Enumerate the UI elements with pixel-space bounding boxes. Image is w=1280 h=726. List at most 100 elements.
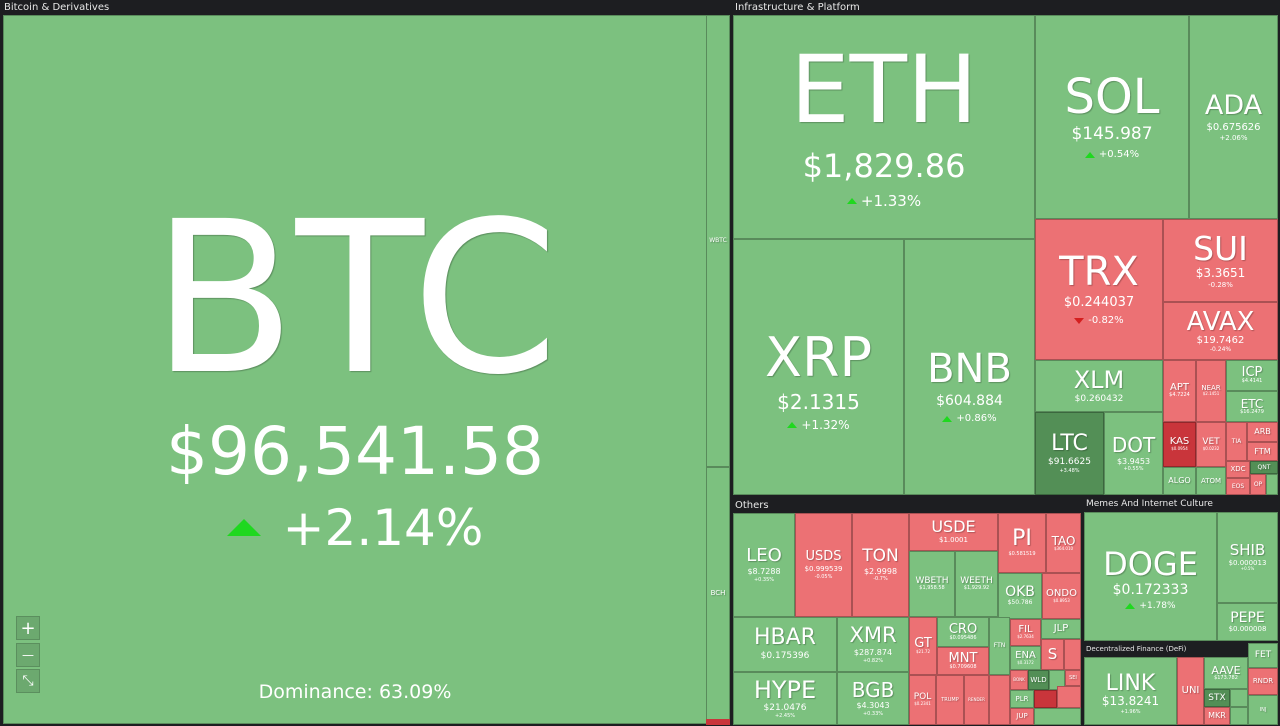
coin-tile-xlm[interactable]: XLM $0.260432 bbox=[1035, 360, 1163, 412]
coin-tile-okb[interactable]: OKB $50.786 bbox=[998, 573, 1042, 619]
zoom-in-button[interactable]: + bbox=[16, 616, 40, 640]
up-arrow-icon bbox=[1125, 603, 1136, 610]
coin-tile-algo[interactable]: ALGO bbox=[1163, 467, 1196, 495]
coin-tile-small[interactable] bbox=[989, 675, 1010, 725]
fit-screen-button[interactable]: ⤡ bbox=[16, 669, 40, 693]
coin-change: -0.82% bbox=[1074, 315, 1124, 327]
coin-price: $3.3651 bbox=[1195, 265, 1246, 280]
coin-tile-eos[interactable]: EOS bbox=[1226, 478, 1250, 495]
coin-tile-icp[interactable]: ICP $4.4141 bbox=[1226, 360, 1278, 391]
coin-tile-op[interactable]: OP bbox=[1250, 474, 1266, 495]
coin-symbol: ETH bbox=[790, 35, 978, 145]
coin-tile-mnt[interactable]: MNT $0.709608 bbox=[937, 647, 989, 675]
coin-tile-trx[interactable]: TRX $0.244037 -0.82% bbox=[1035, 219, 1163, 360]
coin-tile-eth[interactable]: ETH $1,829.86 +1.33% bbox=[733, 15, 1035, 239]
coin-tile-pepe[interactable]: PEPE $0.000008 bbox=[1217, 603, 1278, 641]
coin-symbol: HBAR bbox=[754, 625, 816, 651]
coin-tile-tia[interactable]: TIA bbox=[1226, 422, 1247, 461]
btc-tile[interactable]: BTC $96,541.58 +2.14% Dominance: 63.09% bbox=[3, 15, 707, 724]
coin-tile-small[interactable] bbox=[1266, 474, 1278, 495]
coin-tile-etc[interactable]: ETC $16.2479 bbox=[1226, 391, 1278, 422]
coin-tile-wbeth[interactable]: WBETH $1,958.58 bbox=[909, 551, 955, 617]
coin-symbol: QNT bbox=[1257, 463, 1271, 471]
coin-tile-ltc[interactable]: LTC $91.6625 +3.48% bbox=[1035, 412, 1104, 495]
coin-tile-fet[interactable]: FET bbox=[1248, 643, 1278, 668]
coin-tile-inj[interactable]: INJ bbox=[1248, 695, 1278, 725]
coin-tile-aave[interactable]: AAVE $173.782 bbox=[1204, 657, 1248, 689]
coin-tile-tao[interactable]: TAO $364.010 bbox=[1046, 513, 1081, 573]
coin-tile-qnt[interactable]: QNT bbox=[1250, 461, 1278, 474]
coin-price: $4.3043 bbox=[856, 701, 890, 711]
coin-tile-jlp[interactable]: JLP bbox=[1041, 619, 1081, 639]
coin-tile-usds[interactable]: USDS $0.999539 -0.05% bbox=[795, 513, 852, 617]
coin-tile-small[interactable] bbox=[1034, 708, 1081, 725]
coin-symbol: XLM bbox=[1073, 365, 1125, 394]
coin-tile-ada[interactable]: ADA $0.675626 +2.06% bbox=[1189, 15, 1278, 219]
coin-tile-ena[interactable]: ENA $0.3172 bbox=[1010, 646, 1041, 670]
coin-tile-small[interactable] bbox=[1230, 689, 1248, 707]
coin-tile-sol[interactable]: SOL $145.987 +0.54% bbox=[1035, 15, 1189, 219]
coin-symbol: OP bbox=[1253, 480, 1263, 488]
coin-tile-render[interactable]: RENDER bbox=[964, 675, 989, 725]
coin-tile-link[interactable]: LINK $13.8241 +1.96% bbox=[1084, 657, 1177, 725]
btc-small-tile[interactable] bbox=[706, 719, 730, 725]
coin-tile-cro[interactable]: CRO $0.095486 bbox=[937, 617, 989, 647]
coin-tile-fil[interactable]: FIL $2.7634 bbox=[1010, 619, 1041, 646]
coin-tile-small[interactable] bbox=[1057, 686, 1081, 708]
coin-tile-trump[interactable]: TRUMP bbox=[936, 675, 964, 725]
coin-tile-shib[interactable]: SHIB $0.000013 +0.5% bbox=[1217, 512, 1278, 603]
coin-tile-avax[interactable]: AVAX $19.7462 -0.24% bbox=[1163, 302, 1278, 360]
coin-tile-atom[interactable]: ATOM bbox=[1196, 467, 1226, 495]
coin-symbol: XMR bbox=[849, 623, 897, 648]
coin-tile-leo[interactable]: LEO $8.7288 +0.35% bbox=[733, 513, 795, 617]
coin-tile-vet[interactable]: VET $0.0232 bbox=[1196, 422, 1226, 467]
zoom-out-button[interactable]: — bbox=[16, 643, 40, 667]
coin-tile-ftm[interactable]: FTM bbox=[1247, 442, 1278, 461]
coin-tile-sei[interactable]: SEI bbox=[1065, 670, 1081, 686]
coin-tile-jup[interactable]: JUP bbox=[1010, 708, 1034, 725]
coin-change-value: -0.05% bbox=[814, 573, 833, 580]
coin-tile-ftn[interactable]: FTN bbox=[989, 617, 1010, 675]
coin-tile-apt[interactable]: APT $4.7224 bbox=[1163, 360, 1196, 422]
coin-tile-s[interactable]: S bbox=[1041, 639, 1064, 670]
coin-tile-bonk[interactable]: BONK bbox=[1010, 670, 1028, 690]
coin-tile-doge[interactable]: DOGE $0.172333 +1.78% bbox=[1084, 512, 1217, 641]
coin-price: $2.9998 bbox=[863, 566, 898, 576]
coin-tile-xdc[interactable]: XDC bbox=[1226, 461, 1250, 478]
coin-tile-small[interactable] bbox=[1034, 690, 1057, 708]
coin-tile-bnb[interactable]: BNB $604.884 +0.86% bbox=[904, 239, 1035, 495]
down-arrow-icon bbox=[1074, 317, 1085, 324]
coin-tile-near[interactable]: NEAR $2.1451 bbox=[1196, 360, 1226, 422]
coin-tile-gt[interactable]: GT $21.72 bbox=[909, 617, 937, 675]
coin-price: $0.8953 bbox=[1053, 597, 1070, 603]
coin-tile-usde[interactable]: USDE $1.0001 bbox=[909, 513, 998, 551]
coin-tile-sui[interactable]: SUI $3.3651 -0.28% bbox=[1163, 219, 1278, 302]
coin-tile-hype[interactable]: HYPE $21.0476 +2.45% bbox=[733, 672, 837, 725]
coin-tile-uni[interactable]: UNI bbox=[1177, 657, 1204, 725]
coin-symbol: HYPE bbox=[753, 675, 817, 704]
coin-tile-ondo[interactable]: ONDO $0.8953 bbox=[1042, 573, 1081, 619]
coin-tile-rndr[interactable]: RNDR bbox=[1248, 668, 1278, 695]
coin-price: $16.2479 bbox=[1240, 408, 1264, 415]
coin-tile-kas[interactable]: KAS $0.0954 bbox=[1163, 422, 1196, 467]
coin-tile-arb[interactable]: ARB bbox=[1247, 422, 1278, 442]
coin-tile-wld[interactable]: WLD bbox=[1028, 670, 1049, 690]
coin-tile-bgb[interactable]: BGB $4.3043 +0.33% bbox=[837, 672, 909, 725]
coin-tile-small[interactable] bbox=[1230, 707, 1248, 725]
coin-tile-xrp[interactable]: XRP $2.1315 +1.32% bbox=[733, 239, 904, 495]
coin-tile-weeth[interactable]: WEETH $1,929.92 bbox=[955, 551, 998, 617]
coin-tile-plr[interactable]: PLR bbox=[1010, 690, 1034, 708]
coin-tile-dot[interactable]: DOT $3.9453 +0.55% bbox=[1104, 412, 1163, 495]
bch-tile[interactable]: BCH bbox=[706, 467, 730, 720]
coin-tile-small[interactable] bbox=[1064, 639, 1081, 670]
coin-tile-hbar[interactable]: HBAR $0.175396 bbox=[733, 617, 837, 672]
coin-tile-pi[interactable]: PI $0.581519 bbox=[998, 513, 1046, 573]
coin-tile-stx[interactable]: STX bbox=[1204, 689, 1230, 707]
coin-tile-xmr[interactable]: XMR $287.874 +0.82% bbox=[837, 617, 909, 672]
coin-symbol: ICP bbox=[1241, 365, 1263, 381]
coin-tile-mkr[interactable]: MKR bbox=[1204, 707, 1230, 725]
wbtc-tile[interactable]: WBTC bbox=[706, 15, 730, 467]
coin-tile-ton[interactable]: TON $2.9998 -0.7% bbox=[852, 513, 909, 617]
coin-price: $2.7634 bbox=[1017, 634, 1034, 640]
coin-tile-pol[interactable]: POL $0.2341 bbox=[909, 675, 936, 725]
